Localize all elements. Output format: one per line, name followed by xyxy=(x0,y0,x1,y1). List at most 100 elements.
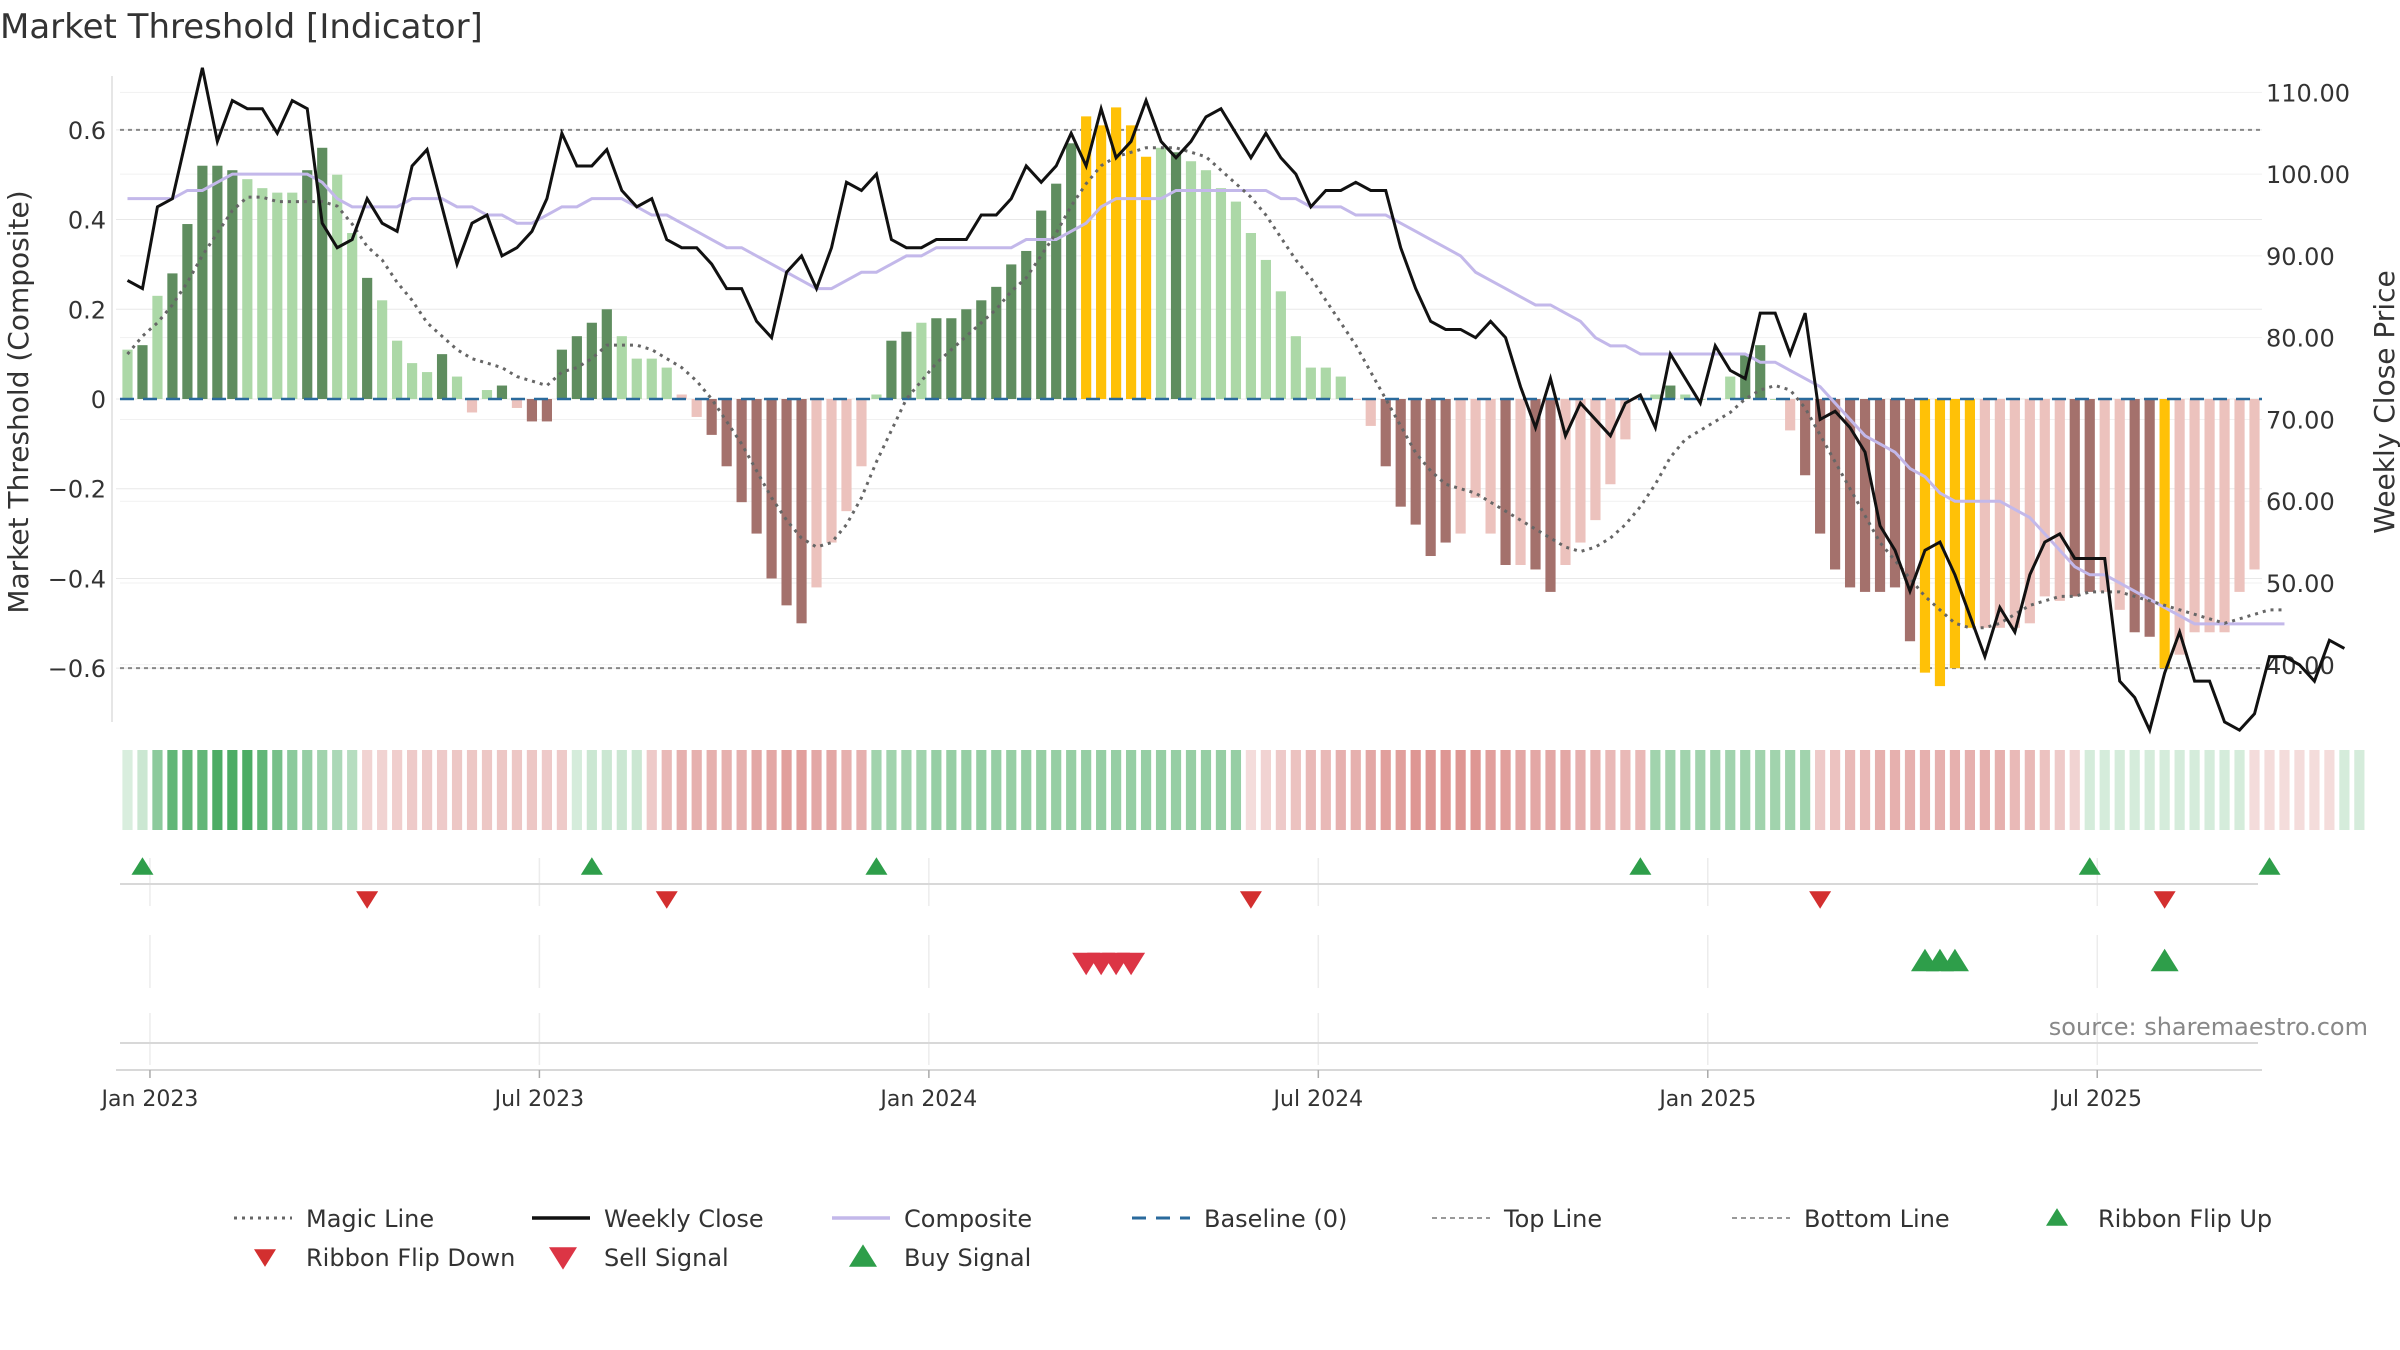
ribbon-cell xyxy=(541,750,552,830)
ribbon-cell xyxy=(646,750,657,830)
composite-bar xyxy=(1904,399,1916,642)
ribbon-cell xyxy=(586,750,597,830)
composite-bar xyxy=(961,309,972,399)
composite-bar xyxy=(796,399,807,624)
composite-bar xyxy=(1889,399,1901,588)
ribbon-cell xyxy=(1755,750,1766,830)
composite-bar xyxy=(406,363,418,399)
composite-bar xyxy=(2174,399,2185,655)
ribbon-cell xyxy=(2054,750,2065,830)
composite-bar xyxy=(2069,399,2080,597)
composite-bar xyxy=(1755,345,1766,399)
composite-bar xyxy=(1440,399,1451,543)
y-tick-right: 60.00 xyxy=(2266,488,2335,516)
ribbon-cell xyxy=(1425,750,1436,830)
ribbon-cell xyxy=(1155,750,1167,830)
composite-bar xyxy=(571,336,582,399)
ribbon-cell xyxy=(2234,750,2245,830)
composite-bar xyxy=(212,165,223,399)
legend-swatch xyxy=(549,1247,577,1270)
composite-bar xyxy=(481,390,493,399)
composite-bar xyxy=(1800,399,1811,476)
ribbon-flip-down-marker xyxy=(2153,891,2176,909)
legend-item: Composite xyxy=(832,1205,1032,1233)
composite-bar xyxy=(1844,399,1856,588)
composite-bar xyxy=(1305,367,1316,399)
ribbon-cell xyxy=(1904,750,1916,830)
ribbon-cell xyxy=(1260,750,1271,830)
ribbon-cell xyxy=(1979,750,1990,830)
composite-bar xyxy=(167,273,178,399)
x-axis: Jan 2023 Jul 2023 Jan 2024 Jul 2024 Jan 2025… xyxy=(100,1069,2262,1112)
y-tick-left: 0.4 xyxy=(68,207,106,235)
ribbon-cell xyxy=(946,750,957,830)
legend-item: Top Line xyxy=(1432,1205,1602,1233)
legend-item: Buy Signal xyxy=(849,1244,1031,1272)
composite-bar xyxy=(691,399,702,417)
ribbon-cell xyxy=(1021,750,1032,830)
composite-bar xyxy=(511,399,523,408)
composite-bar xyxy=(616,336,627,399)
composite-bar xyxy=(272,192,283,399)
legend-item: Weekly Close xyxy=(532,1205,764,1233)
ribbon-cell xyxy=(481,750,493,830)
ribbon-cell xyxy=(601,750,612,830)
y-tick-right: 70.00 xyxy=(2266,406,2335,434)
composite-bar xyxy=(1230,201,1242,399)
ribbon-cell xyxy=(392,750,403,830)
y-axis-left-label: Market Threshold (Composite) xyxy=(2,190,35,613)
ribbon-cell xyxy=(1949,750,1961,830)
ribbon-cell xyxy=(2069,750,2080,830)
ribbon-cell xyxy=(991,750,1002,830)
ribbon-cell xyxy=(2159,750,2170,830)
ribbon-cell xyxy=(1305,750,1316,830)
ribbon-cell xyxy=(931,750,942,830)
ribbon-flip-down-marker xyxy=(356,891,379,909)
ribbon-cell xyxy=(302,750,313,830)
ribbon-cell xyxy=(1874,750,1886,830)
ribbon-cell xyxy=(1200,750,1212,830)
composite-bar xyxy=(302,170,313,399)
ribbon-cell xyxy=(406,750,418,830)
ribbon-cell xyxy=(1185,750,1197,830)
ribbon-cell xyxy=(2189,750,2200,830)
y-tick-right: 90.00 xyxy=(2266,243,2335,271)
ribbon-cell xyxy=(1125,750,1137,830)
legend-label: Buy Signal xyxy=(904,1244,1031,1272)
ribbon-cell xyxy=(1140,750,1152,830)
ribbon-cell xyxy=(1096,750,1107,830)
ribbon-cell xyxy=(511,750,523,830)
composite-bar xyxy=(1185,161,1197,399)
x-tick-label: Jan 2024 xyxy=(878,1087,977,1112)
ribbon-cell xyxy=(1230,750,1242,830)
composite-bar xyxy=(1395,399,1406,507)
composite-bar xyxy=(1665,385,1676,399)
composite-bar xyxy=(496,385,508,399)
ribbon-cell xyxy=(152,750,163,830)
composite-bar xyxy=(1275,291,1286,399)
composite-bar xyxy=(1859,399,1871,592)
ribbon-flip-down-marker xyxy=(1239,891,1262,909)
ribbon-cell xyxy=(1320,750,1331,830)
composite-bar xyxy=(1680,394,1691,399)
ribbon-cell xyxy=(2339,750,2350,830)
ribbon-flip-up-marker xyxy=(865,857,888,875)
y-tick-left: −0.4 xyxy=(48,565,106,593)
ribbon-cell xyxy=(811,750,822,830)
ribbon-cell xyxy=(2144,750,2155,830)
ribbon-cell xyxy=(1410,750,1421,830)
ribbon-cell xyxy=(1590,750,1601,830)
composite-bar xyxy=(362,277,373,399)
composite-bar xyxy=(287,192,298,399)
ribbon-cell xyxy=(1650,750,1661,830)
ribbon-cell xyxy=(2279,750,2290,830)
composite-bar xyxy=(1560,399,1571,565)
sell-signal-marker xyxy=(1117,952,1146,976)
legend-label: Sell Signal xyxy=(604,1244,729,1272)
composite-bar xyxy=(1725,376,1736,399)
composite-bar xyxy=(2189,399,2200,633)
ribbon-cell xyxy=(1994,750,2005,830)
ribbon-cell xyxy=(2099,750,2110,830)
ribbon-cell xyxy=(1800,750,1811,830)
ribbon-cell xyxy=(916,750,927,830)
